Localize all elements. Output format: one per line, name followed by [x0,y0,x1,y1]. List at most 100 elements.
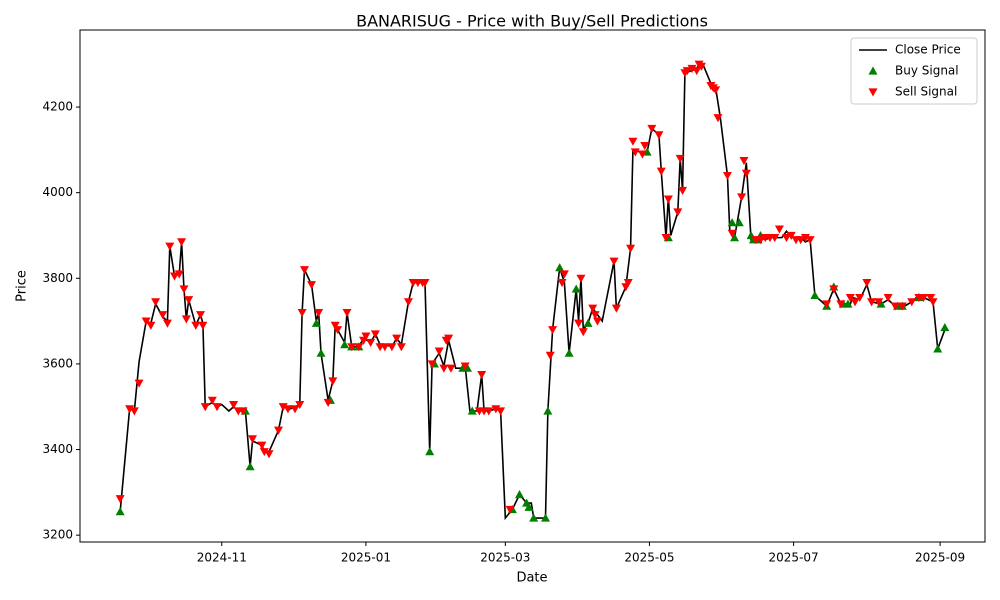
sell-marker [342,308,352,318]
sell-marker [264,450,274,459]
legend-box [850,37,978,105]
sell-marker [874,298,884,307]
buy-marker [115,507,125,516]
sell-marker [796,236,806,245]
sell-marker [741,169,751,178]
legend-swatch [868,66,878,75]
sell-marker [548,326,558,335]
sell-marker [307,281,317,290]
x-tick-label: 2025-07 [769,551,819,565]
sell-marker [640,141,650,151]
sell-marker [656,167,666,176]
buy-marker [425,447,435,456]
sell-marker [314,308,324,318]
sell-marker [134,379,144,388]
sell-marker [439,364,449,373]
sell-marker [673,208,683,217]
sell-marker [191,321,201,330]
x-tick-label: 2025-09 [915,551,965,565]
sell-marker [592,317,602,326]
sell-marker [158,311,168,320]
sell-marker [770,234,780,243]
y-tick-label: 4200 [42,100,73,114]
sell-marker [829,285,839,294]
buy-marker [467,406,477,415]
sell-marker [278,403,288,412]
sell-marker [434,347,444,356]
sell-marker [682,67,692,76]
buy-marker [843,299,853,308]
sell-marker [496,407,506,416]
buy-marker [940,323,950,332]
sell-marker [661,234,671,243]
sell-marker [477,371,487,380]
sell-marker [141,317,151,326]
y-axis-label: Price [15,270,30,302]
sell-marker [611,304,621,313]
sell-marker [862,278,872,288]
buy-marker [933,344,943,353]
buy-marker [515,489,525,499]
sell-marker [559,270,569,279]
sell-marker [926,293,936,303]
sell-marker [366,338,376,348]
sell-marker [897,302,907,311]
sell-marker [238,407,248,416]
sell-marker [177,238,187,247]
sell-marker [692,67,702,76]
sell-marker [623,278,633,288]
sell-marker [654,131,664,140]
sell-marker [333,326,343,335]
sell-marker [588,304,598,313]
sell-marker [162,319,172,328]
sell-marker [330,321,340,330]
sell-marker [259,448,269,457]
buy-marker [555,263,565,272]
sell-marker [545,351,555,360]
buy-marker [730,233,740,242]
sell-marker [713,114,723,123]
y-tick-label: 3400 [42,442,73,456]
buy-marker [340,340,350,349]
sell-marker [299,266,309,275]
sell-marker [822,300,832,309]
sell-marker [387,343,397,352]
sell-marker [347,343,357,352]
sell-marker [361,332,371,341]
buy-marker [734,218,744,227]
sell-marker [295,400,305,410]
x-axis-label: Date [516,571,547,586]
sell-marker [727,229,737,238]
legend-label: Buy Signal [895,64,959,78]
sell-marker [919,293,929,303]
sell-marker [647,124,657,133]
buy-marker [571,284,581,293]
buy-marker [583,318,593,327]
sell-marker [836,300,846,309]
sell-marker [800,234,810,243]
sell-marker [328,377,338,386]
sell-marker [184,296,194,305]
sell-marker [850,298,860,307]
x-tick-label: 2025-05 [624,551,674,565]
sell-marker [283,405,293,414]
sell-marker [354,343,364,352]
sell-marker [484,407,494,416]
sell-marker [200,403,210,412]
sell-marker [129,407,139,416]
sell-marker [460,362,470,371]
sell-marker [174,270,184,279]
sell-marker [711,86,721,95]
legend-swatch [868,88,878,97]
sell-marker [207,396,217,405]
sell-marker [427,360,437,369]
sell-marker [774,225,784,234]
y-tick-label: 3200 [42,528,73,542]
sell-marker [170,272,180,281]
sell-marker [805,236,815,245]
buy-marker [564,348,574,357]
sell-marker [196,311,206,320]
buy-marker [245,462,255,471]
buy-marker [316,348,326,357]
